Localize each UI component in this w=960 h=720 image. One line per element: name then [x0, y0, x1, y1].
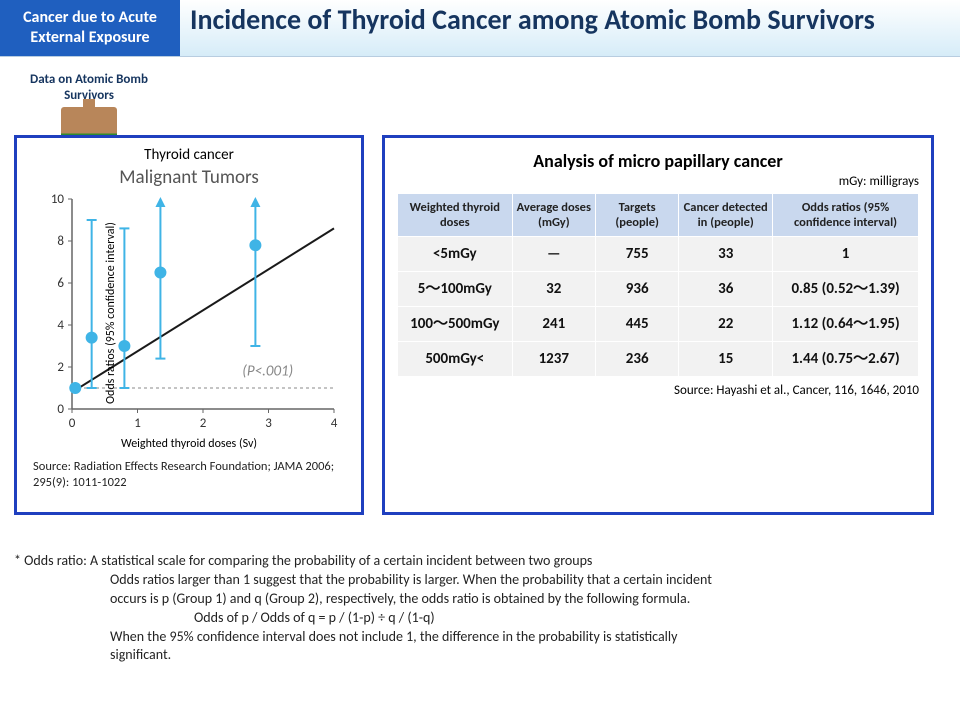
- table-row: 500mGy<1237236151.44 (0.75～2.67): [398, 342, 919, 377]
- svg-text:0: 0: [57, 402, 64, 417]
- footnote: * Odds ratio: A statistical scale for co…: [14, 552, 946, 665]
- table-cell: 100～500mGy: [398, 307, 513, 342]
- content-row: Thyroid cancer Malignant Tumors Odds rat…: [0, 135, 960, 515]
- chart-subtitle: Malignant Tumors: [29, 166, 349, 189]
- footnote-line: significant.: [110, 646, 946, 665]
- footnote-line: Odds of p / Odds of q = p / (1-p) ÷ q / …: [194, 609, 946, 628]
- table-cell: 936: [595, 272, 678, 307]
- table-cell: 755: [595, 237, 678, 272]
- table-cell: 1.12 (0.64～1.95): [773, 307, 919, 342]
- chart-svg: 0 2 4 6 8 10 0 1 2 3 4 (P<.001): [34, 193, 344, 433]
- table-cell: 236: [595, 342, 678, 377]
- table-row: <5mGy—755331: [398, 237, 919, 272]
- table-cell: 500mGy<: [398, 342, 513, 377]
- table-cell: 1: [773, 237, 919, 272]
- table-title: Analysis of micro papillary cancer: [397, 150, 919, 172]
- table-body: <5mGy—7553315～100mGy32936360.85 (0.52～1.…: [398, 237, 919, 377]
- table-row: 100～500mGy241445221.12 (0.64～1.95): [398, 307, 919, 342]
- table-col-header: Targets (people): [595, 194, 678, 237]
- chart-area: Odds ratios (95% confidence interval) 0 2…: [34, 193, 344, 433]
- footnote-line: When the 95% confidence interval does no…: [110, 628, 946, 647]
- table-panel: Analysis of micro papillary cancer mGy: …: [382, 135, 934, 515]
- table-cell: —: [512, 237, 595, 272]
- chart-title: Thyroid cancer: [29, 146, 349, 164]
- svg-text:(P<.001): (P<.001): [242, 362, 293, 380]
- table-cell: 36: [679, 272, 773, 307]
- chart-panel: Thyroid cancer Malignant Tumors Odds rat…: [14, 135, 364, 515]
- footnote-line: Odds ratios larger than 1 suggest that t…: [110, 571, 946, 590]
- page-title: Incidence of Thyroid Cancer among Atomic…: [180, 0, 960, 56]
- table-cell: 241: [512, 307, 595, 342]
- table-row: 5～100mGy32936360.85 (0.52～1.39): [398, 272, 919, 307]
- table-source: Source: Hayashi et al., Cancer, 116, 164…: [397, 383, 919, 398]
- data-table: Weighted thyroid dosesAverage doses (mGy…: [397, 193, 919, 377]
- category-badge: Cancer due to Acute External Exposure: [0, 0, 180, 56]
- svg-text:6: 6: [57, 276, 64, 291]
- x-axis-label: Weighted thyroid doses (Sv): [29, 437, 349, 451]
- table-col-header: Cancer detected in (people): [679, 194, 773, 237]
- svg-text:2: 2: [200, 416, 207, 431]
- table-cell: 5～100mGy: [398, 272, 513, 307]
- table-cell: 15: [679, 342, 773, 377]
- table-cell: 1.44 (0.75～2.67): [773, 342, 919, 377]
- table-cell: 0.85 (0.52～1.39): [773, 272, 919, 307]
- chart-source: Source: Radiation Effects Research Found…: [29, 459, 349, 490]
- header: Cancer due to Acute External Exposure In…: [0, 0, 960, 57]
- svg-text:1: 1: [134, 416, 141, 431]
- svg-text:0: 0: [69, 416, 76, 431]
- footnote-line: * Odds ratio: A statistical scale for co…: [14, 552, 946, 571]
- table-col-header: Weighted thyroid doses: [398, 194, 513, 237]
- svg-text:3: 3: [265, 416, 272, 431]
- svg-text:2: 2: [57, 360, 64, 375]
- table-cell: 32: [512, 272, 595, 307]
- table-cell: 1237: [512, 342, 595, 377]
- y-axis-label: Odds ratios (95% confidence interval): [104, 222, 118, 404]
- svg-text:4: 4: [57, 318, 64, 333]
- table-col-header: Odds ratios (95% confidence interval): [773, 194, 919, 237]
- table-col-header: Average doses (mGy): [512, 194, 595, 237]
- svg-text:4: 4: [331, 416, 338, 431]
- table-cell: 22: [679, 307, 773, 342]
- table-cell: 33: [679, 237, 773, 272]
- table-unit: mGy: milligrays: [397, 174, 919, 189]
- table-cell: 445: [595, 307, 678, 342]
- svg-text:10: 10: [51, 193, 65, 207]
- svg-text:8: 8: [57, 234, 64, 249]
- table-header-row: Weighted thyroid dosesAverage doses (mGy…: [398, 194, 919, 237]
- table-cell: <5mGy: [398, 237, 513, 272]
- footnote-line: occurs is p (Group 1) and q (Group 2), r…: [110, 590, 946, 609]
